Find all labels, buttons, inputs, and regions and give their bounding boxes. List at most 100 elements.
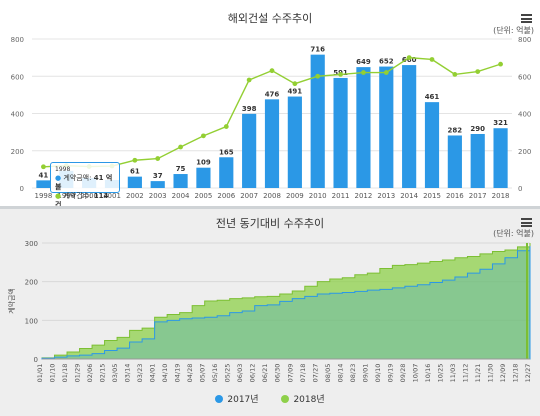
line-point	[292, 81, 298, 87]
y-tick-label: 0	[20, 185, 24, 193]
y-tick-label: 100	[25, 317, 38, 325]
x-tick-label: 1999	[57, 192, 75, 200]
line-point	[406, 55, 412, 61]
x-tick-label: 12/18	[511, 364, 519, 383]
y-tick-label: 0	[34, 356, 38, 364]
x-tick-label: 2000	[80, 192, 98, 200]
x-tick-label: 03/14	[124, 364, 132, 383]
legend-dot-icon	[281, 395, 290, 403]
hamburger-menu-icon[interactable]	[521, 14, 532, 23]
x-tick-label: 1998	[35, 192, 53, 200]
x-tick-label: 01/18	[61, 364, 69, 383]
legend-item-2018[interactable]: 2018년	[281, 392, 325, 405]
bar-data-label: 165	[219, 148, 234, 156]
legend: 2017년 2018년	[0, 392, 540, 405]
bar-data-label: 41	[39, 171, 49, 179]
hamburger-menu-icon[interactable]	[521, 218, 532, 227]
x-tick-label: 2010	[309, 192, 327, 200]
x-tick-label: 2002	[126, 192, 144, 200]
y-tick-label: 200	[25, 279, 38, 287]
x-tick-label: 02/15	[99, 364, 107, 383]
line-point	[452, 71, 458, 77]
x-tick-label: 2009	[286, 192, 304, 200]
x-tick-label: 07/27	[311, 364, 319, 383]
bottom-chart-panel: 전년 동기대비 수주추이 (단위: 억불) 0 100 200 300 계약금액 01/0…	[0, 209, 540, 416]
x-tick-label: 10/07	[411, 364, 419, 383]
x-tick-label: 09/01	[361, 364, 369, 383]
x-tick-label: 01/10	[49, 364, 57, 383]
y2-tick-label: 600	[518, 73, 531, 81]
x-tick-label: 2012	[355, 192, 373, 200]
y2-tick-label: 200	[518, 148, 531, 156]
line-point	[338, 71, 343, 77]
bar	[356, 67, 371, 188]
bar-data-label: 461	[425, 93, 440, 101]
x-tick-label: 2014	[400, 192, 418, 200]
line-point	[178, 144, 183, 150]
top-chart-unit: (단위: 억불)	[493, 26, 534, 35]
top-chart-panel: 해외건설 수주추이 (단위: 억불) 0 0 200 200 400 400 600 600 8…	[0, 0, 540, 209]
x-tick-label: 2016	[446, 192, 464, 200]
bar	[242, 113, 257, 188]
x-tick-label: 06/21	[261, 364, 269, 383]
x-tick-label: 11/30	[486, 364, 494, 383]
x-tick-label: 2011	[332, 192, 350, 200]
bar-data-label: 716	[310, 46, 325, 54]
y-tick-label: 600	[11, 73, 24, 81]
tooltip-count-row: ● 계약건수: 114 건	[55, 192, 109, 209]
bar	[402, 65, 417, 188]
y2-tick-label: 800	[518, 36, 531, 44]
bar-data-label: 109	[196, 159, 211, 167]
x-tick-label: 09/28	[399, 364, 407, 383]
x-tick-label: 05/25	[224, 364, 232, 383]
bar	[424, 102, 440, 188]
y2-tick-label: 400	[518, 111, 531, 119]
legend-label-2017: 2017년	[227, 395, 259, 405]
x-tick-label: 2004	[172, 192, 190, 200]
bar	[127, 176, 142, 188]
x-tick-label: 2001	[103, 192, 121, 200]
x-tick-label: 2007	[240, 192, 258, 200]
bar-data-label: 476	[265, 90, 280, 98]
x-tick-label: 11/12	[461, 364, 469, 383]
x-tick-label: 07/09	[286, 364, 294, 383]
x-tick-label: 04/01	[149, 364, 157, 383]
line-point	[155, 156, 161, 161]
x-tick-label: 11/03	[449, 364, 457, 383]
bar	[310, 54, 325, 188]
tooltip-count-value: 114 건	[55, 192, 109, 209]
x-tick-label: 2003	[149, 192, 167, 200]
x-tick-label: 2017	[469, 192, 487, 200]
x-tick-label: 07/18	[299, 364, 307, 383]
bar	[219, 157, 234, 188]
x-tick-label: 08/14	[336, 364, 344, 383]
line-point	[315, 73, 321, 79]
bar-data-label: 290	[470, 125, 485, 133]
legend-item-2017[interactable]: 2017년	[215, 392, 259, 405]
y-tick-label: 800	[11, 36, 24, 44]
bar-data-label: 660	[402, 56, 417, 64]
bar	[287, 96, 302, 188]
line-point	[383, 70, 389, 75]
bar	[333, 77, 348, 188]
y2-tick-label: 0	[518, 185, 522, 193]
line-point	[41, 164, 46, 170]
line-point	[269, 68, 275, 74]
tooltip-amount-value: 41 억불	[55, 174, 113, 191]
bar	[36, 180, 51, 188]
line-point	[246, 77, 252, 83]
bottom-chart-title: 전년 동기대비 수주추이	[215, 217, 325, 230]
bar	[150, 181, 165, 188]
bar	[447, 135, 462, 188]
x-tick-label: 11/21	[474, 364, 482, 383]
y-tick-label: 300	[25, 240, 38, 248]
bar	[493, 128, 508, 188]
bar-data-label: 61	[130, 168, 140, 176]
x-tick-label: 10/16	[424, 364, 432, 383]
legend-label-2018: 2018년	[293, 395, 325, 405]
x-tick-label: 03/05	[111, 364, 119, 383]
x-tick-label: 04/28	[186, 364, 194, 383]
bar-data-label: 75	[176, 165, 186, 173]
y-tick-label: 200	[11, 148, 24, 156]
x-tick-label: 2015	[423, 192, 441, 200]
